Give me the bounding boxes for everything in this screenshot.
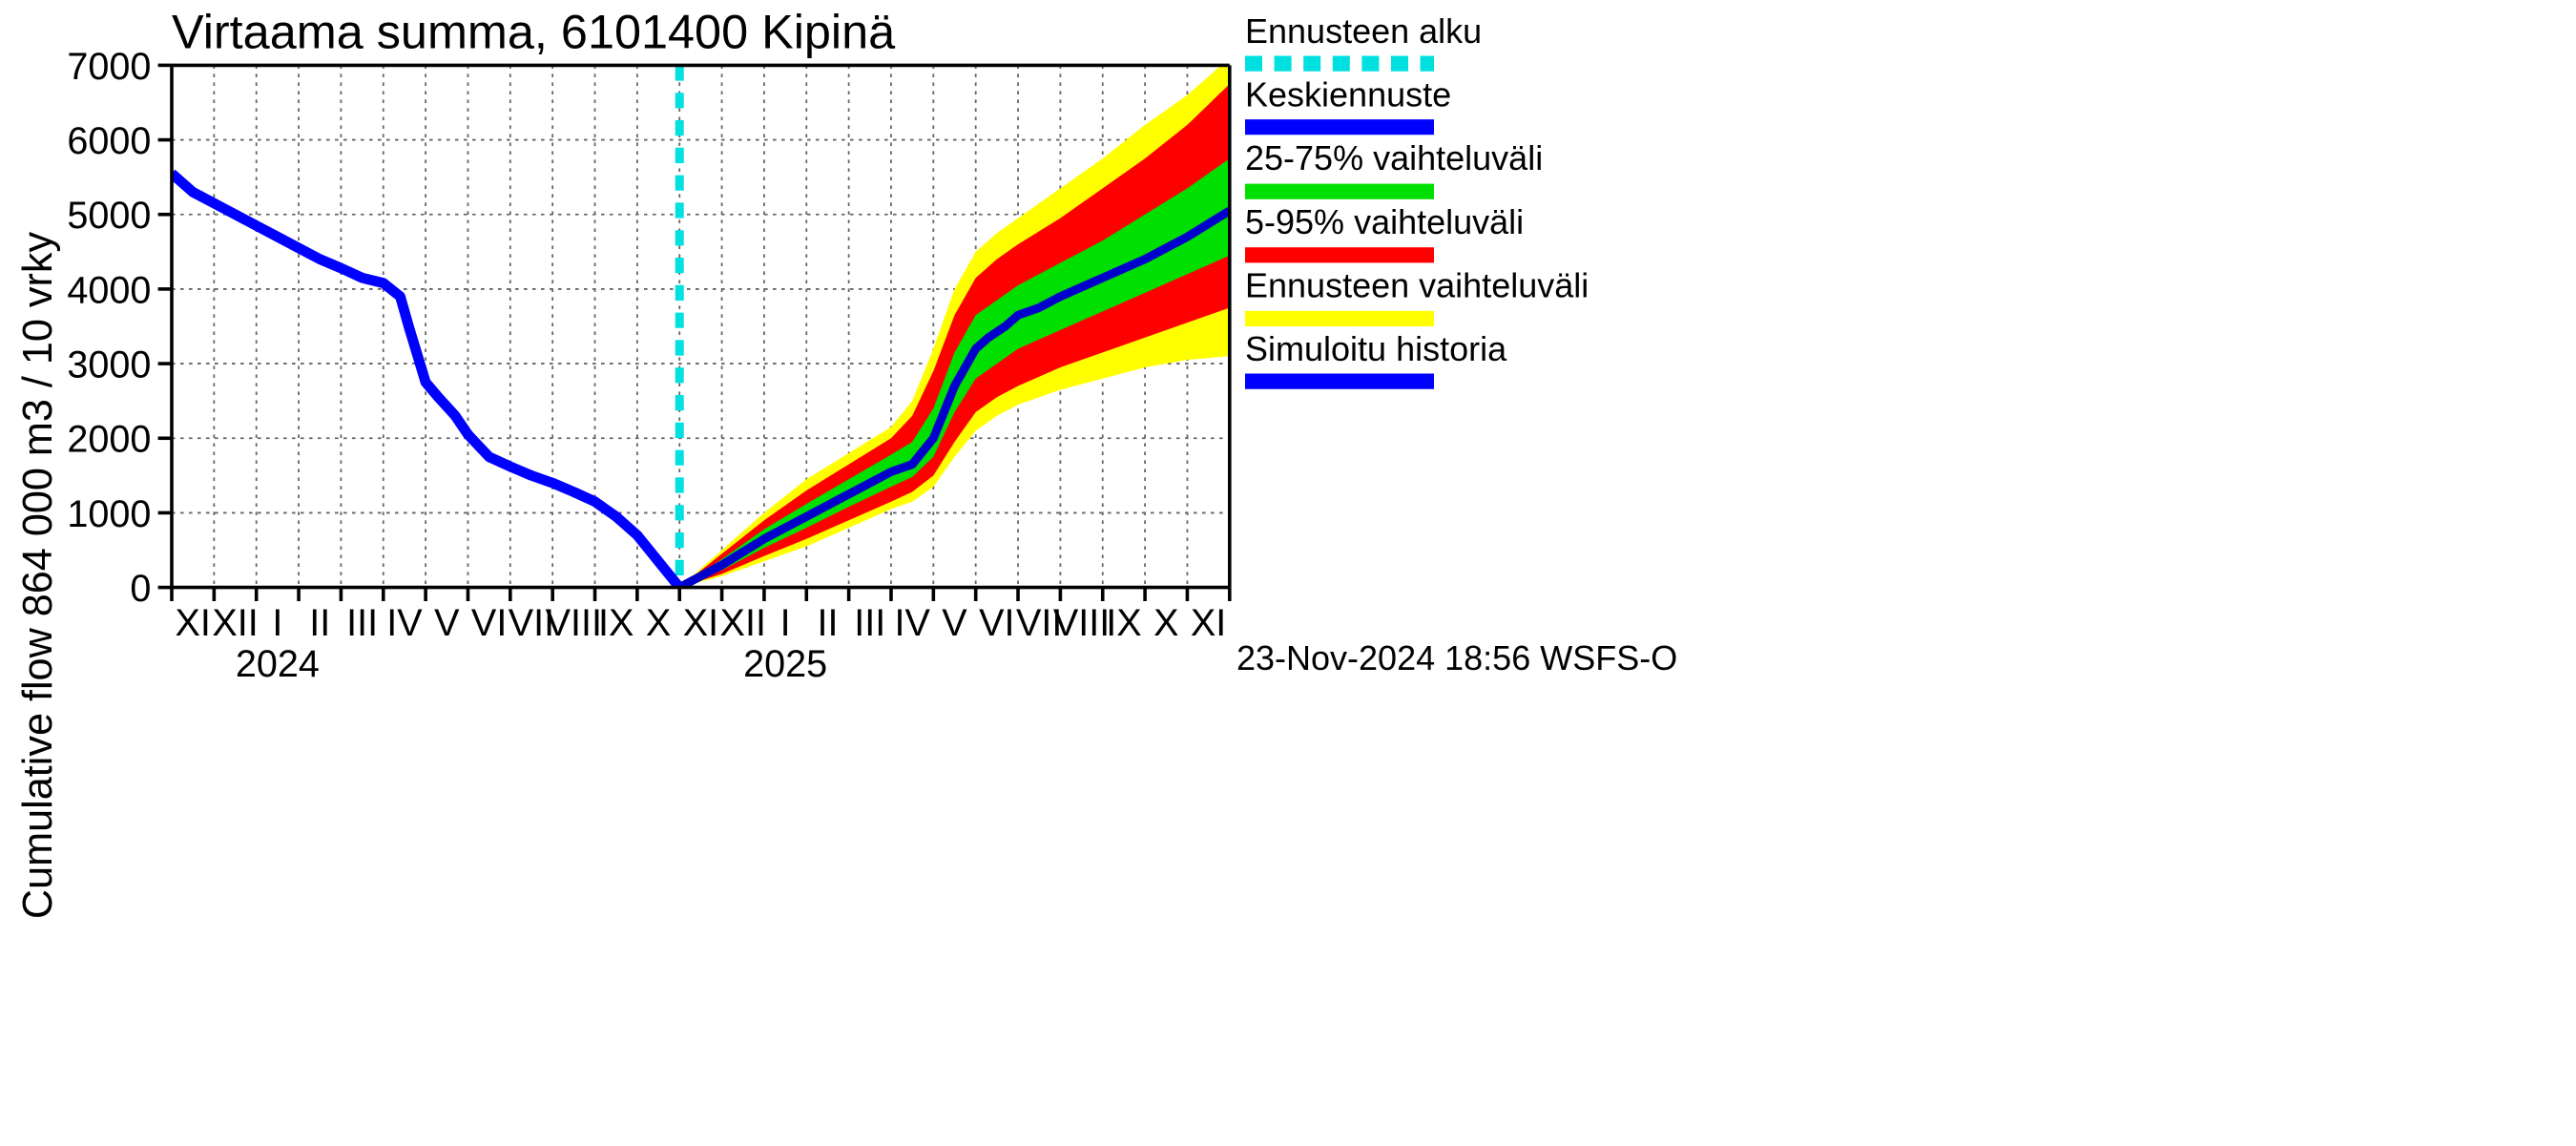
x-year-label: 2025 xyxy=(743,643,827,685)
y-tick-label: 1000 xyxy=(67,493,151,535)
y-tick-label: 0 xyxy=(130,568,151,610)
chart-svg: Virtaama summa, 6101400 Kipinä Cumulative… xyxy=(0,0,2576,1146)
x-tick-label: VI xyxy=(471,602,507,644)
legend-label: Simuloitu historia xyxy=(1245,329,1507,368)
legend-label: 5-95% vaihteluväli xyxy=(1245,202,1524,241)
y-tick-label: 6000 xyxy=(67,120,151,162)
x-tick-label: XII xyxy=(720,602,766,644)
x-tick-label: II xyxy=(309,602,330,644)
x-tick-label: III xyxy=(854,602,885,644)
y-tick-label: 5000 xyxy=(67,195,151,237)
x-tick-label: XI xyxy=(175,602,210,644)
x-tick-label: IX xyxy=(1106,602,1141,644)
x-tick-label: II xyxy=(817,602,838,644)
legend-label: 25-75% vaihteluväli xyxy=(1245,138,1543,177)
x-tick-label: IV xyxy=(894,602,930,644)
x-year-label: 2024 xyxy=(236,643,320,685)
x-tick-label: VIII xyxy=(546,602,602,644)
legend-label: Ennusteen alku xyxy=(1245,11,1482,51)
x-tick-label: XI xyxy=(1191,602,1226,644)
y-axis-label: Cumulative flow 864 000 m3 / 10 vrky xyxy=(15,232,61,920)
y-tick-label: 2000 xyxy=(67,419,151,461)
x-tick-label: III xyxy=(346,602,378,644)
x-tick-label: X xyxy=(646,602,671,644)
footer-text: 23-Nov-2024 18:56 WSFS-O xyxy=(1236,638,1677,677)
x-tick-label: XII xyxy=(212,602,258,644)
chart-container: Virtaama summa, 6101400 Kipinä Cumulative… xyxy=(0,0,2576,1146)
y-tick-label: 3000 xyxy=(67,344,151,385)
y-tick-label: 7000 xyxy=(67,46,151,88)
chart-title: Virtaama summa, 6101400 Kipinä xyxy=(172,4,896,58)
x-tick-label: XI xyxy=(683,602,718,644)
legend-label: Ennusteen vaihteluväli xyxy=(1245,265,1589,304)
x-tick-label: V xyxy=(434,602,460,644)
x-tick-label: IX xyxy=(598,602,634,644)
x-tick-label: I xyxy=(780,602,791,644)
x-tick-label: X xyxy=(1153,602,1178,644)
x-tick-label: IV xyxy=(386,602,423,644)
x-tick-label: VI xyxy=(979,602,1014,644)
x-tick-label: I xyxy=(272,602,282,644)
y-tick-label: 4000 xyxy=(67,269,151,311)
legend-label: Keskiennuste xyxy=(1245,75,1451,115)
x-tick-label: V xyxy=(942,602,967,644)
x-tick-label: VIII xyxy=(1053,602,1110,644)
